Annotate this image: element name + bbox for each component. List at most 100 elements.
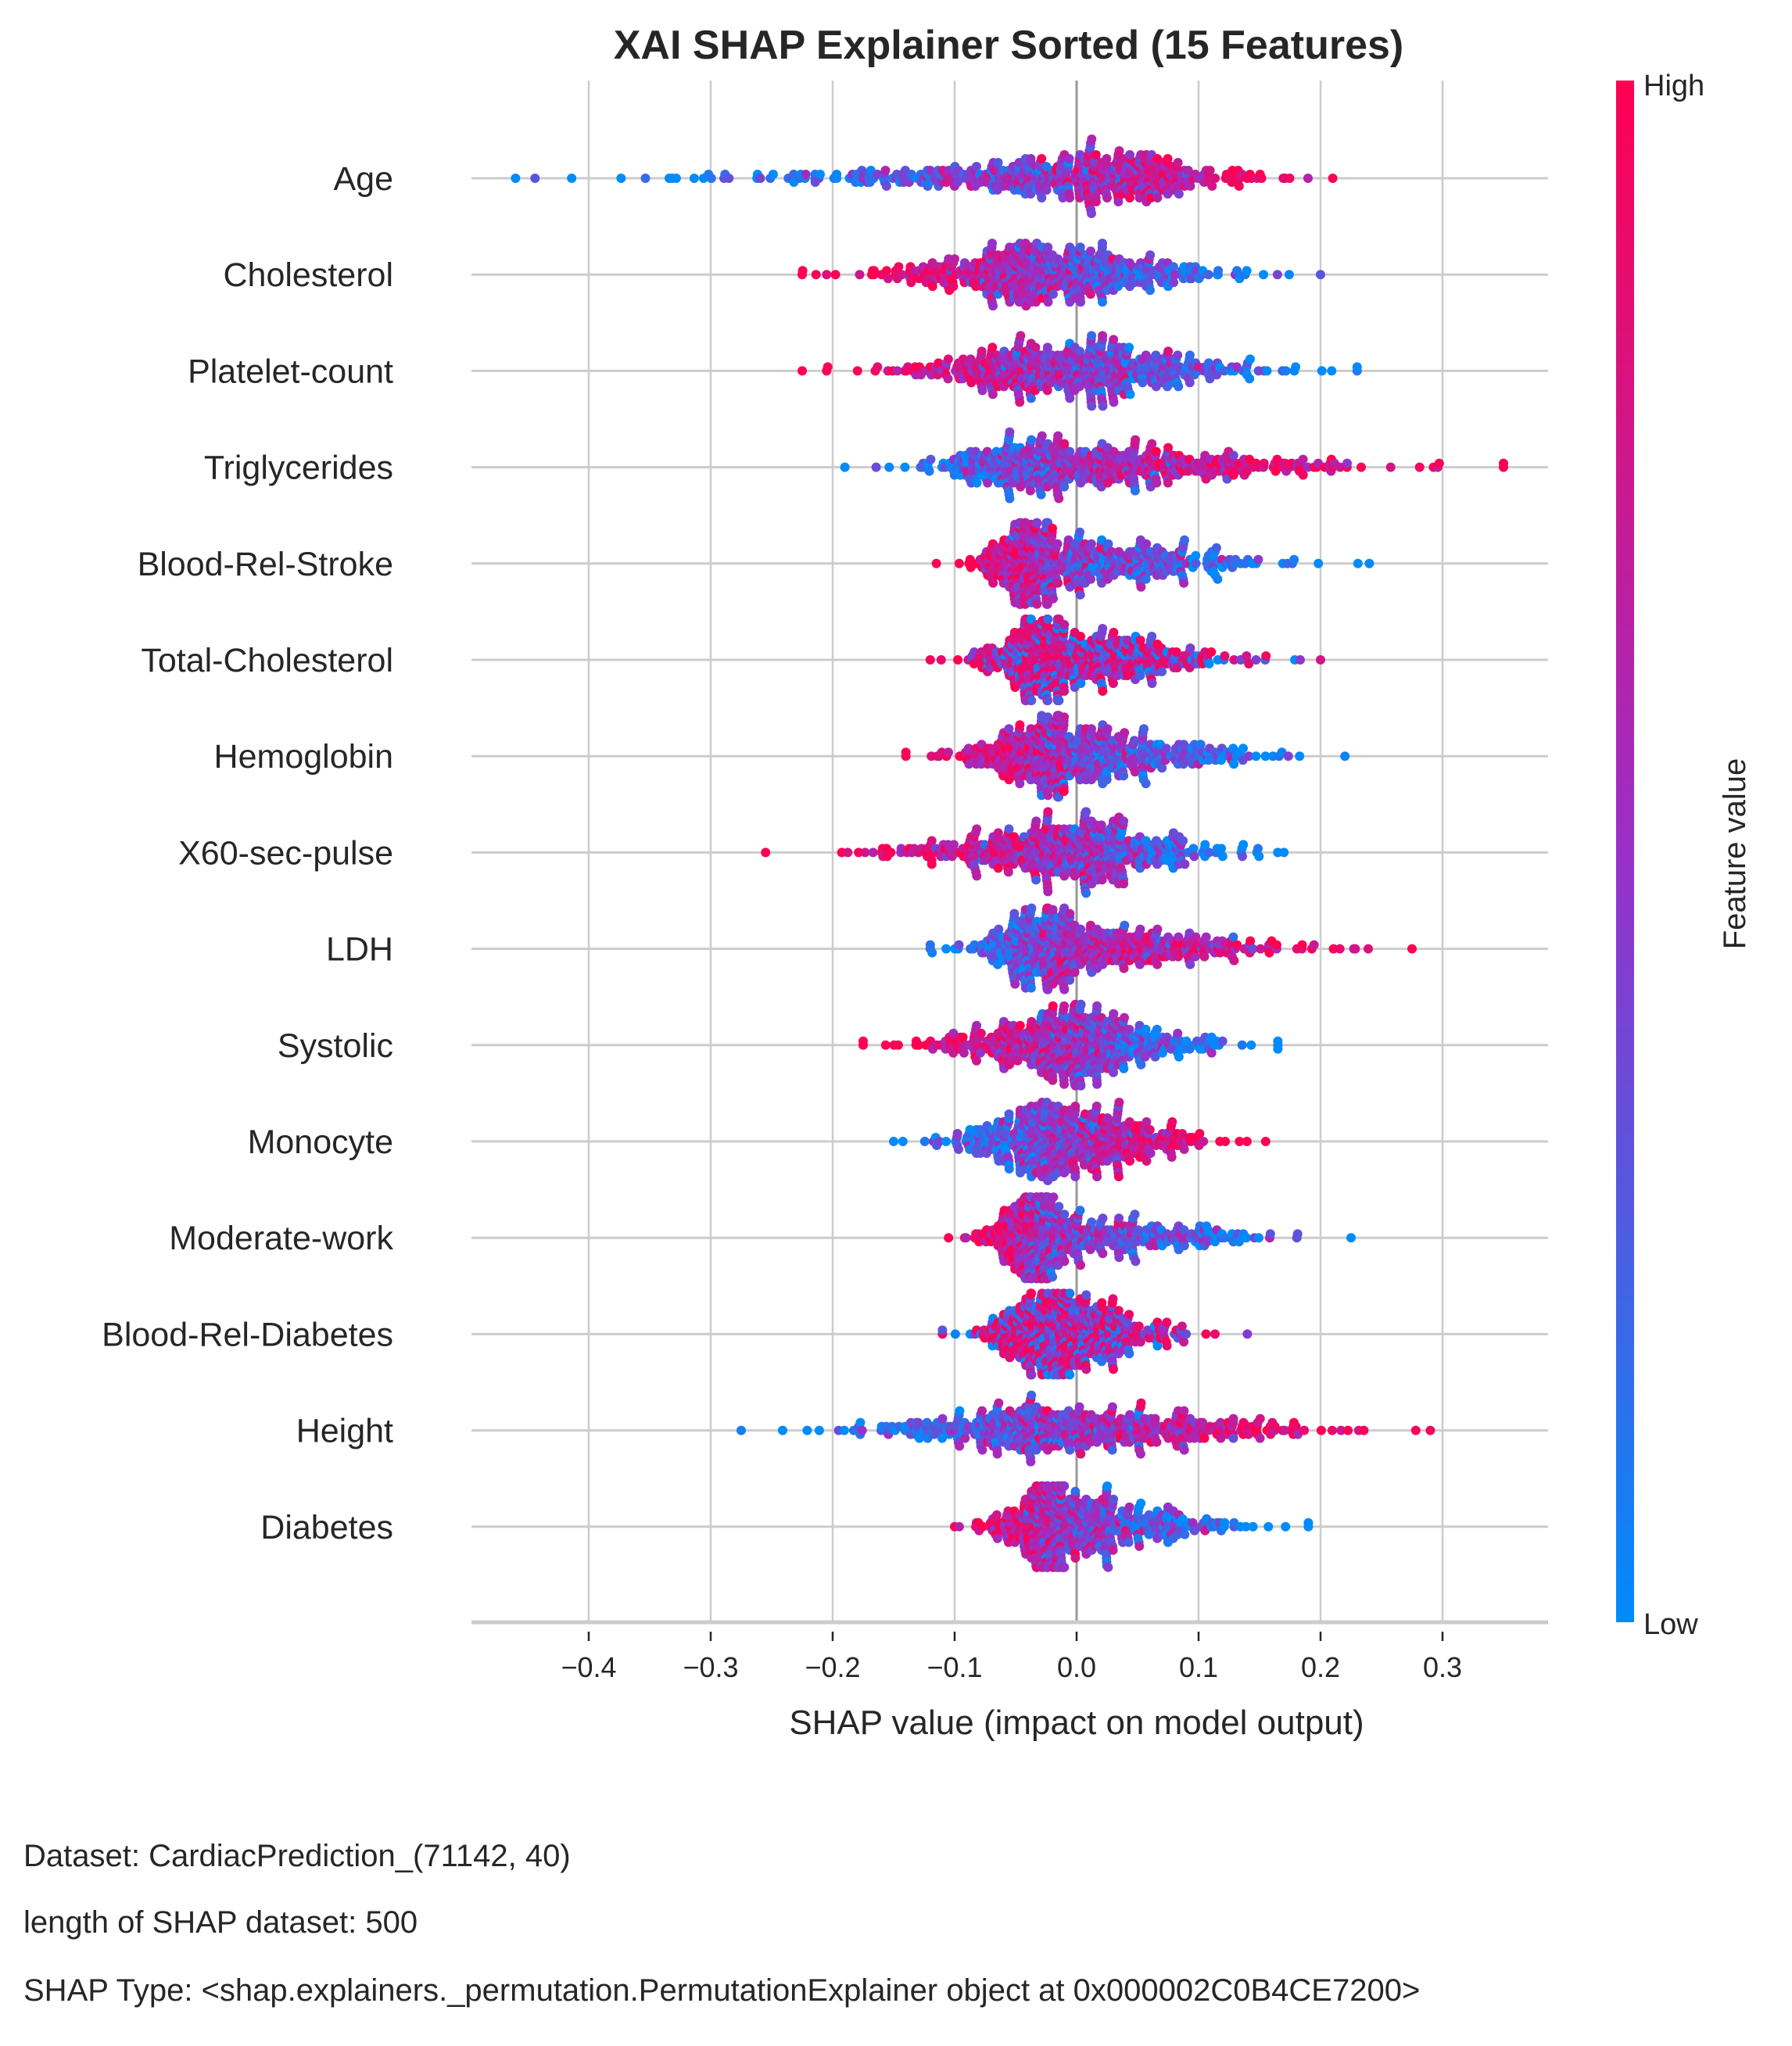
data-point (936, 655, 946, 665)
data-point (1499, 458, 1508, 468)
data-point (1109, 397, 1119, 407)
data-point (1010, 979, 1020, 989)
feature-dots-total-cholesterol (925, 615, 1325, 705)
data-point (1174, 189, 1184, 199)
data-point (1119, 1063, 1129, 1073)
chart-title: XAI SHAP Explainer Sorted (15 Features) (0, 22, 1564, 69)
data-point (1289, 554, 1299, 564)
data-point (1152, 959, 1163, 969)
data-point (987, 389, 998, 400)
data-point (925, 655, 935, 665)
data-point (1026, 983, 1036, 993)
data-point (1087, 331, 1097, 341)
data-point (1098, 331, 1108, 341)
data-point (1342, 458, 1352, 468)
data-point (941, 944, 952, 954)
data-point (1031, 875, 1041, 885)
data-point (1059, 482, 1070, 492)
data-point (1098, 624, 1108, 633)
data-point (1262, 366, 1272, 376)
data-point (966, 378, 977, 388)
data-point (1238, 840, 1249, 850)
data-point (1059, 712, 1070, 722)
data-point (1048, 905, 1058, 915)
data-point (1102, 193, 1112, 202)
data-point (640, 174, 650, 183)
data-point (1279, 847, 1289, 858)
data-point (1136, 582, 1146, 592)
data-point (1003, 867, 1013, 877)
data-point (761, 847, 771, 858)
data-point (1076, 632, 1085, 641)
data-point (1211, 543, 1221, 553)
data-point (1242, 266, 1252, 276)
data-point (1075, 589, 1085, 600)
data-point (855, 270, 865, 280)
data-point (1316, 655, 1325, 665)
data-point (1210, 174, 1220, 183)
data-point (1357, 462, 1366, 472)
data-point (1043, 807, 1053, 817)
data-point (1059, 1001, 1070, 1011)
data-point (1151, 446, 1161, 457)
data-point (1031, 816, 1041, 826)
data-point (1016, 331, 1026, 341)
data-point (1352, 362, 1362, 372)
feature-label: Moderate-work (169, 1220, 393, 1257)
data-point (768, 170, 778, 179)
data-point (1036, 489, 1046, 500)
data-point (1015, 397, 1025, 407)
data-point (1109, 1067, 1118, 1077)
data-point (976, 1028, 986, 1038)
data-point (1163, 443, 1174, 453)
data-point (1291, 362, 1301, 372)
feature-dots-x60-sec-pulse (761, 807, 1289, 898)
data-point (1238, 744, 1248, 754)
data-point (815, 170, 825, 179)
data-point (1070, 967, 1080, 977)
data-point (972, 162, 981, 171)
data-point (1185, 959, 1195, 969)
data-point (1053, 431, 1063, 441)
data-point (1152, 193, 1163, 202)
data-point (1229, 955, 1239, 966)
data-point (1087, 401, 1097, 411)
data-point (950, 254, 959, 264)
data-point (926, 454, 936, 464)
data-point (1032, 518, 1042, 528)
data-point (1281, 366, 1291, 376)
data-point (1152, 478, 1162, 488)
data-point (1272, 270, 1282, 280)
data-point (1109, 628, 1119, 637)
data-point (953, 655, 963, 665)
data-point (1098, 401, 1108, 411)
data-point (1015, 779, 1025, 789)
data-point (1131, 435, 1141, 445)
data-point (958, 1032, 968, 1042)
data-point (1298, 454, 1308, 464)
feature-dots-triglycerides (840, 427, 1508, 503)
data-point (1191, 932, 1201, 942)
data-point (1048, 593, 1058, 604)
data-point (843, 847, 853, 858)
data-point (1015, 720, 1025, 730)
data-point (1335, 944, 1345, 954)
data-point (1228, 450, 1238, 460)
data-point (1092, 1079, 1102, 1089)
data-point (1091, 150, 1101, 159)
data-point (954, 940, 964, 950)
data-point (1191, 558, 1201, 568)
data-point (1189, 851, 1199, 862)
data-point (1085, 289, 1095, 299)
data-point (1303, 174, 1313, 183)
data-point (1173, 158, 1183, 167)
data-point (1130, 486, 1140, 496)
data-point (948, 281, 959, 292)
data-point (1037, 154, 1047, 163)
data-point (1147, 632, 1157, 641)
data-point (1157, 667, 1167, 676)
data-point (1434, 458, 1444, 468)
data-point (1043, 297, 1053, 307)
data-point (1027, 903, 1037, 913)
data-point (1102, 775, 1112, 785)
